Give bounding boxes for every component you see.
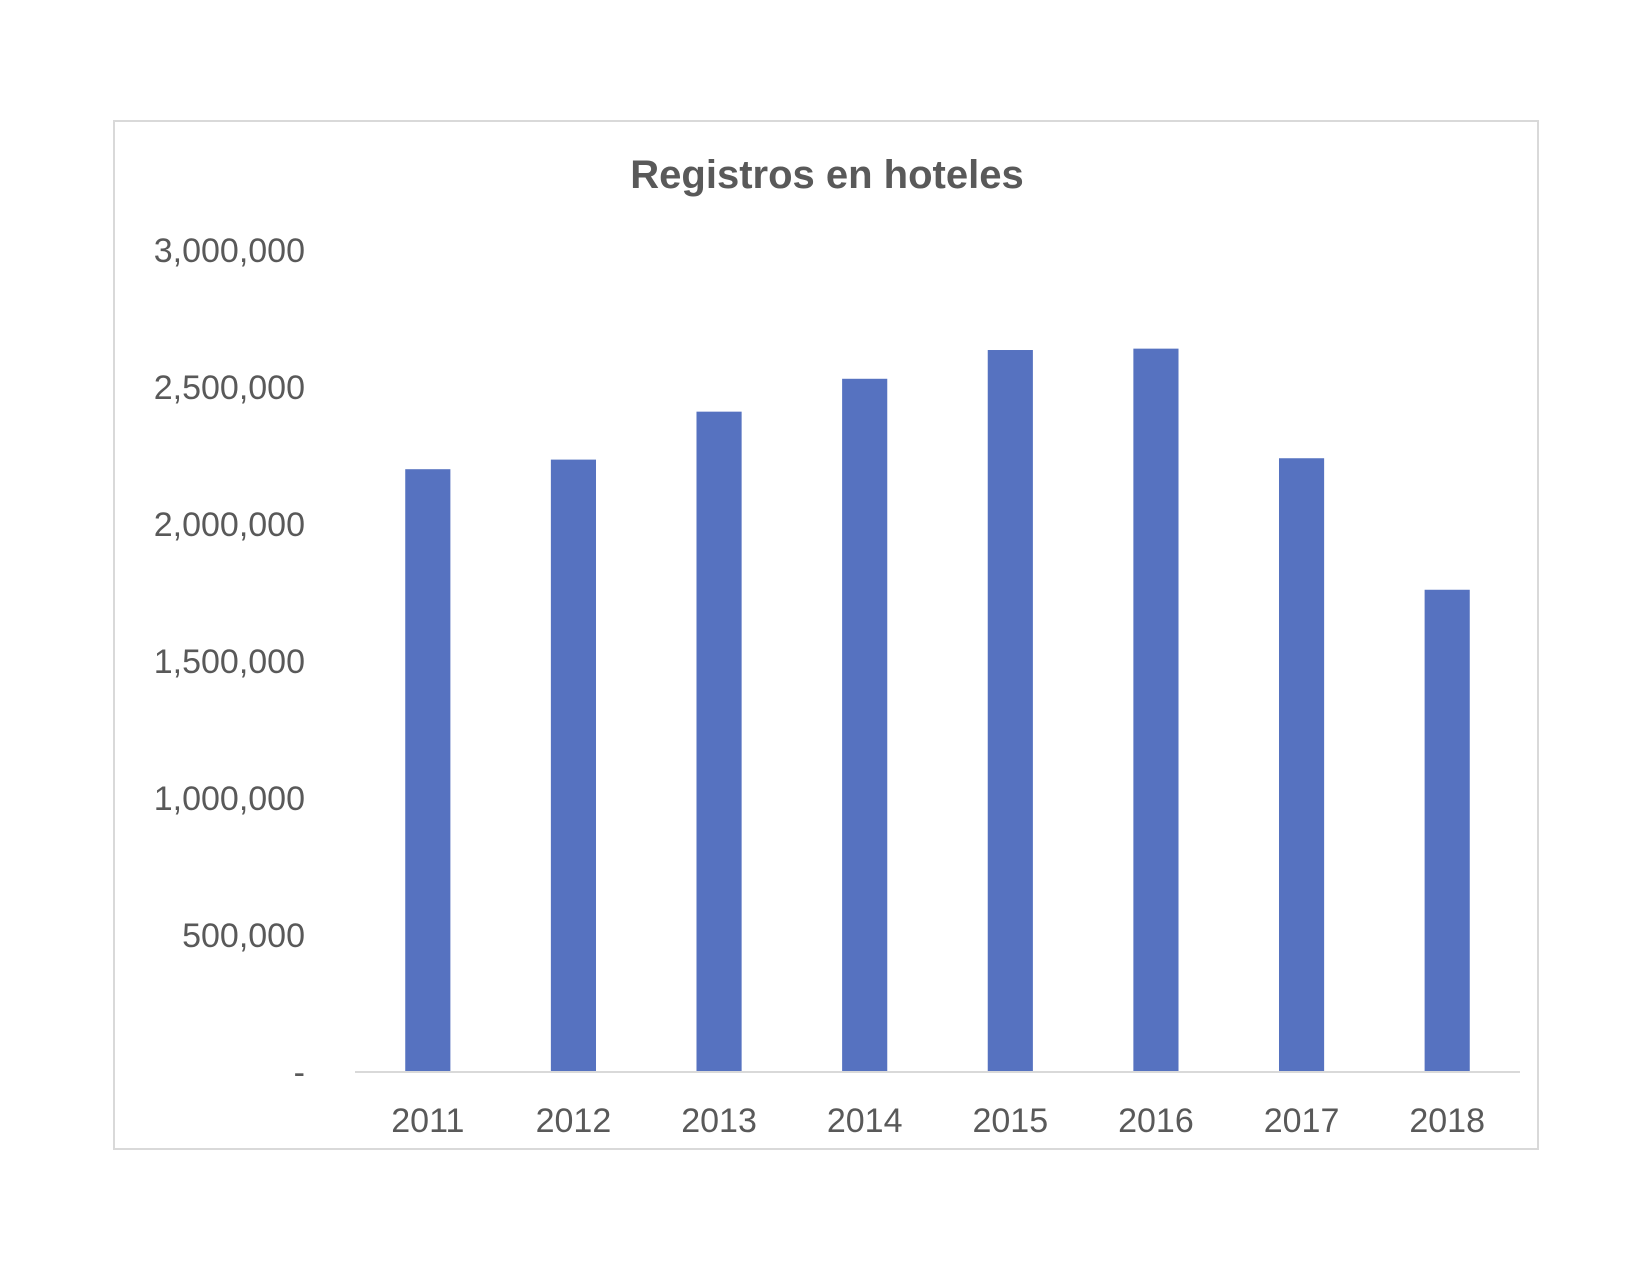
bar-2012 bbox=[550, 459, 597, 1072]
x-tick-label: 2017 bbox=[1264, 1102, 1340, 1140]
x-tick-label: 2015 bbox=[972, 1102, 1048, 1140]
y-tick-label: 500,000 bbox=[182, 917, 305, 955]
y-tick-label: 1,000,000 bbox=[154, 780, 305, 818]
bar-chart: Registros en hoteles - 500,000 1,000,000 1,… bbox=[154, 153, 1520, 1140]
bars bbox=[405, 348, 1470, 1072]
x-tick-label: 2011 bbox=[391, 1102, 464, 1140]
bar-2011 bbox=[405, 469, 451, 1072]
chart-title: Registros en hoteles bbox=[630, 153, 1023, 197]
chart-frame: Registros en hoteles - 500,000 1,000,000 1,… bbox=[113, 120, 1539, 1150]
y-tick-label: 3,000,000 bbox=[154, 232, 305, 270]
bar-2018 bbox=[1424, 589, 1470, 1072]
x-tick-label: 2013 bbox=[681, 1102, 757, 1140]
bar-2017 bbox=[1278, 458, 1325, 1072]
bar-2015 bbox=[987, 350, 1033, 1072]
x-tick-label: 2012 bbox=[536, 1102, 612, 1140]
x-tick-label: 2014 bbox=[827, 1102, 903, 1140]
x-axis-tick-labels: 2011 2012 2013 2014 2015 2016 2017 2018 bbox=[391, 1102, 1485, 1140]
y-tick-label: 2,000,000 bbox=[154, 506, 305, 544]
y-tick-label: 1,500,000 bbox=[154, 643, 305, 681]
y-tick-label: - bbox=[294, 1054, 305, 1092]
bar-2013 bbox=[696, 411, 742, 1072]
x-tick-label: 2016 bbox=[1118, 1102, 1194, 1140]
bar-2014 bbox=[842, 378, 888, 1072]
y-axis-tick-labels: - 500,000 1,000,000 1,500,000 2,000,000 2,500… bbox=[154, 232, 305, 1092]
bar-2016 bbox=[1133, 348, 1179, 1072]
y-tick-label: 2,500,000 bbox=[154, 369, 305, 407]
x-tick-label: 2018 bbox=[1409, 1102, 1485, 1140]
